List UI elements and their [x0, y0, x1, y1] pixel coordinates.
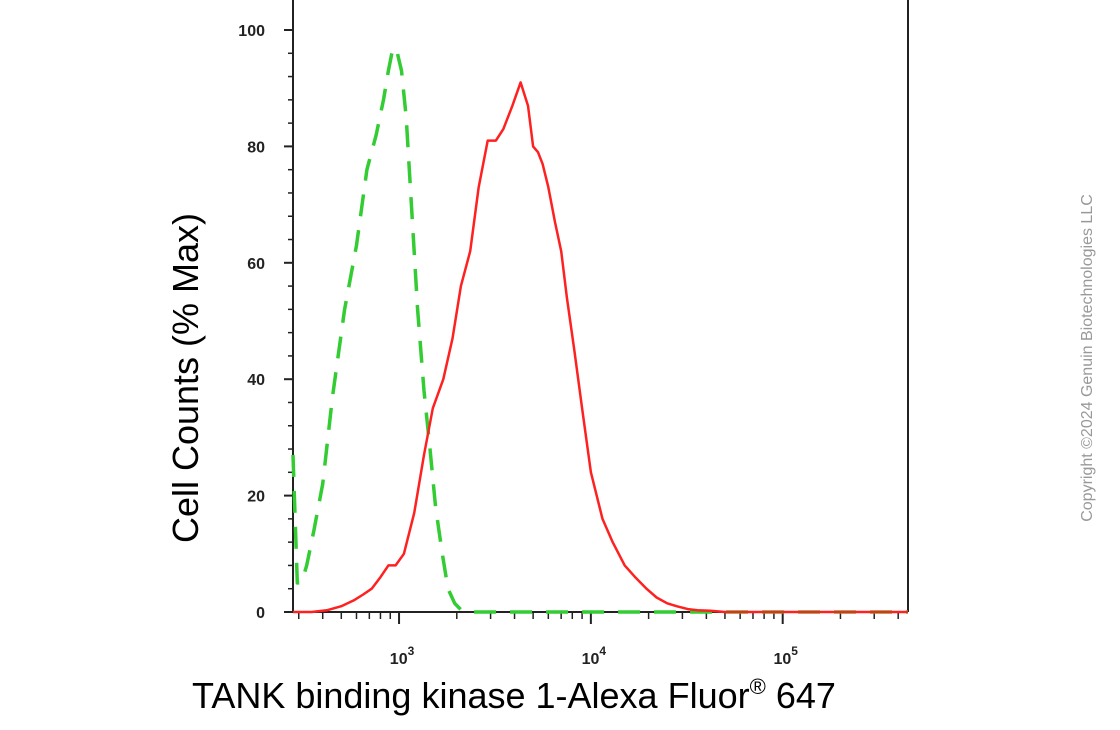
- y-tick-label: 80: [247, 139, 265, 156]
- x-tick-label-base: 10: [582, 651, 600, 668]
- isotype-control-line: [291, 45, 908, 614]
- x-axis-title-suffix: 647: [766, 675, 836, 716]
- y-tick-label: 20: [247, 489, 265, 506]
- x-tick-label-exponent: 5: [791, 644, 798, 658]
- x-axis-title: TANK binding kinase 1-Alexa Fluor® 647: [192, 674, 836, 716]
- x-tick-label-base: 10: [773, 651, 791, 668]
- x-tick-label-exponent: 3: [408, 644, 415, 658]
- x-tick-label: 105: [773, 644, 798, 668]
- x-tick-label-exponent: 4: [599, 644, 606, 658]
- y-tick-label: 40: [247, 372, 265, 389]
- series-layer: [291, 45, 908, 614]
- copyright-watermark: Copyright ©2024 Genuin Biotechnologies L…: [1079, 194, 1096, 522]
- x-axis-title-main: TANK binding kinase 1-Alexa Fluor: [192, 675, 750, 716]
- x-tick-label-base: 10: [390, 651, 408, 668]
- y-ticks: 0 20 40 60 80 100: [238, 23, 293, 622]
- y-tick-label: 0: [256, 605, 265, 622]
- y-axis-title: Cell Counts (% Max): [165, 213, 206, 543]
- y-tick-label: 100: [238, 23, 265, 40]
- x-ticks: 103 104 105: [297, 612, 899, 668]
- x-axis-title-registered-mark: ®: [750, 674, 766, 699]
- sample-histogram-line: [293, 81, 908, 614]
- x-tick-label: 103: [390, 644, 415, 668]
- y-tick-label: 60: [247, 256, 265, 273]
- x-tick-label: 104: [582, 644, 607, 668]
